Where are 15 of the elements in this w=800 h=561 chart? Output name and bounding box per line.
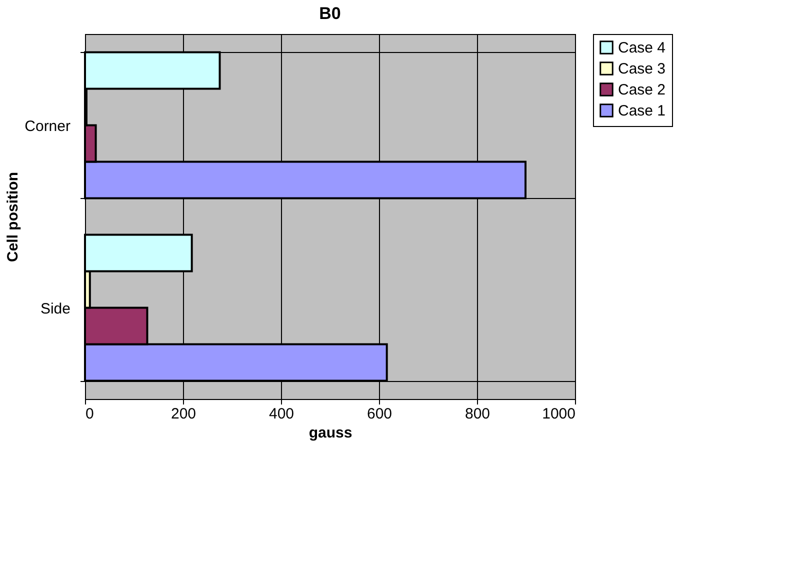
chart-title: B0 [319,4,341,23]
x-tick-label: 800 [464,406,490,422]
x-axis-title: gauss [308,424,352,442]
y-axis-title: Cell position [4,172,22,262]
x-tick-label: 200 [170,406,196,422]
y-tick-label: Corner [24,118,70,135]
x-tick-label: 0 [86,406,94,422]
y-tick-label: Side [40,300,70,318]
x-tick-label: 1000 [542,406,576,422]
legend-label: Case 3 [618,60,666,78]
x-tick-label: 400 [268,406,294,422]
legend-label: Case 4 [618,40,666,56]
legend-label: Case 2 [618,82,666,98]
legend-label: Case 1 [618,102,666,120]
x-tick-label: 600 [366,406,392,422]
